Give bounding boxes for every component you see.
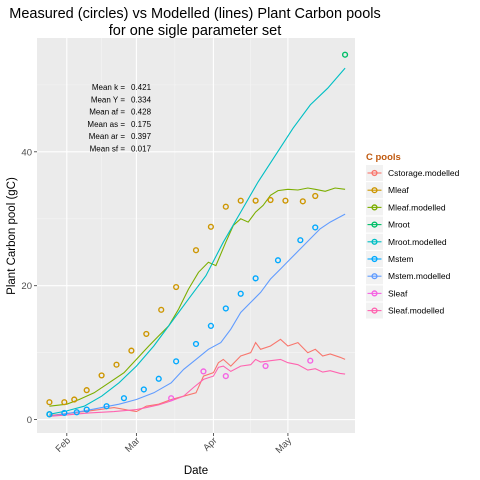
data-point-mstem xyxy=(83,406,90,413)
data-point-mstem xyxy=(61,409,68,417)
data-point-mleaf xyxy=(222,203,229,210)
data-point-mleaf xyxy=(312,192,319,200)
series-line-mstem-modelled xyxy=(49,213,346,417)
annotation-value: 0.421 xyxy=(131,83,152,92)
x-tick-label: May xyxy=(274,435,295,456)
data-point-mstem xyxy=(140,386,147,393)
annotation-label: Mean sf = xyxy=(90,145,126,154)
data-point-mleaf xyxy=(98,372,105,379)
data-point-mleaf xyxy=(207,223,215,230)
series-line-mroot-modelled xyxy=(49,67,346,415)
data-point-mstem xyxy=(192,340,200,348)
legend-label-mstem: Mstem xyxy=(388,254,414,264)
data-point-mleaf xyxy=(267,196,274,204)
data-point-mstem xyxy=(207,322,215,329)
data-point-mstem xyxy=(297,237,304,244)
legend-point-mleaf xyxy=(371,187,378,194)
legend-label-cstorage-modelled: Cstorage.modelled xyxy=(388,168,460,178)
data-point-mstem xyxy=(120,395,128,402)
annotation-label: Mean af = xyxy=(89,108,125,117)
data-point-mleaf xyxy=(113,361,120,368)
annotation-label: Mean ar = xyxy=(89,132,126,141)
annotation-value: 0.017 xyxy=(131,145,152,154)
data-point-mstem xyxy=(173,358,180,365)
legend-title: C pools xyxy=(366,152,401,163)
data-point-mleaf xyxy=(71,396,78,403)
parameter-annotation: Mean k = 0.421 Mean Y = 0.334 Mean af = 0.428… xyxy=(87,83,151,154)
data-point-mleaf xyxy=(83,387,90,394)
annotation-label: Mean Y = xyxy=(91,95,126,104)
y-tick-label: 40 xyxy=(21,147,32,158)
data-point-mleaf xyxy=(299,198,306,205)
chart-title: Measured (circles) vs Modelled (lines) P… xyxy=(9,6,381,22)
x-axis-ticks: Feb Mar Apr May xyxy=(54,433,295,456)
legend-point-mstem-modelled xyxy=(371,273,378,280)
data-point-mstem xyxy=(252,275,259,282)
data-point-mleaf xyxy=(158,306,165,313)
data-point-mleaf xyxy=(282,197,289,204)
legend-point-sleaf-modelled xyxy=(371,307,378,314)
x-axis-label: Date xyxy=(184,465,208,477)
series-line-mleaf-modelled xyxy=(49,187,346,407)
data-point-sleaf xyxy=(168,395,175,402)
data-point-mstem xyxy=(312,224,319,231)
chart-subtitle: for one sigle parameter set xyxy=(109,23,281,39)
data-point-mleaf xyxy=(46,399,53,406)
plot-panel xyxy=(37,38,355,433)
legend-point-mroot xyxy=(371,221,378,228)
data-point-sleaf xyxy=(200,368,207,375)
x-tick-label: Feb xyxy=(54,435,73,454)
data-point-mstem xyxy=(155,375,162,382)
legend-label-sleaf: Sleaf xyxy=(388,288,408,298)
legend-label-mroot: Mroot xyxy=(388,220,410,230)
series-points xyxy=(46,51,349,418)
data-point-mleaf xyxy=(128,347,135,354)
data-point-mstem xyxy=(274,257,282,264)
y-axis-ticks: 0 20 40 xyxy=(21,147,37,426)
data-point-mstem xyxy=(103,403,110,410)
series-line-sleaf-modelled xyxy=(49,358,346,417)
data-point-sleaf xyxy=(307,357,314,364)
y-tick-label: 0 xyxy=(27,415,32,426)
annotation-label: Mean as = xyxy=(87,120,125,129)
annotation-value: 0.334 xyxy=(131,95,152,104)
data-point-mstem xyxy=(222,305,229,312)
legend-point-mroot-modelled xyxy=(371,238,378,245)
data-point-mstem xyxy=(73,409,80,416)
data-point-mroot xyxy=(341,51,349,58)
major-gridlines xyxy=(37,38,355,433)
annotation-value: 0.175 xyxy=(131,120,152,129)
data-point-mleaf xyxy=(143,330,150,338)
data-point-mstem xyxy=(237,290,244,297)
legend-label-mroot-modelled: Mroot.modelled xyxy=(388,237,447,247)
y-axis-label: Plant Carbon pool (gC) xyxy=(6,177,18,295)
legend-point-mstem xyxy=(371,255,378,263)
data-point-mstem xyxy=(46,411,53,418)
legend-label-mleaf-modelled: Mleaf.modelled xyxy=(388,202,446,212)
legend-point-cstorage-modelled xyxy=(371,169,378,177)
x-tick-label: Apr xyxy=(201,435,219,453)
x-tick-label: Mar xyxy=(123,435,142,454)
data-point-mleaf xyxy=(61,399,68,406)
legend-label-mleaf: Mleaf xyxy=(388,185,409,195)
legend: C pools Cstorage.modelled Mleaf Mleaf.mode… xyxy=(366,152,460,319)
legend-label-mstem-modelled: Mstem.modelled xyxy=(388,271,451,281)
legend-point-sleaf xyxy=(371,290,378,297)
series-lines xyxy=(49,67,346,417)
data-point-mleaf xyxy=(192,247,200,254)
annotation-value: 0.397 xyxy=(131,132,152,141)
data-point-mleaf xyxy=(237,197,244,204)
annotation-label: Mean k = xyxy=(92,83,125,92)
legend-label-sleaf-modelled: Sleaf.modelled xyxy=(388,306,445,316)
y-tick-label: 20 xyxy=(21,281,32,292)
minor-gridlines xyxy=(37,38,355,433)
data-point-sleaf xyxy=(262,362,269,370)
legend-point-mleaf-modelled xyxy=(371,204,378,211)
data-point-mleaf xyxy=(173,283,180,291)
data-point-mleaf xyxy=(252,197,259,204)
annotation-value: 0.428 xyxy=(131,108,152,117)
data-point-sleaf xyxy=(222,372,229,380)
